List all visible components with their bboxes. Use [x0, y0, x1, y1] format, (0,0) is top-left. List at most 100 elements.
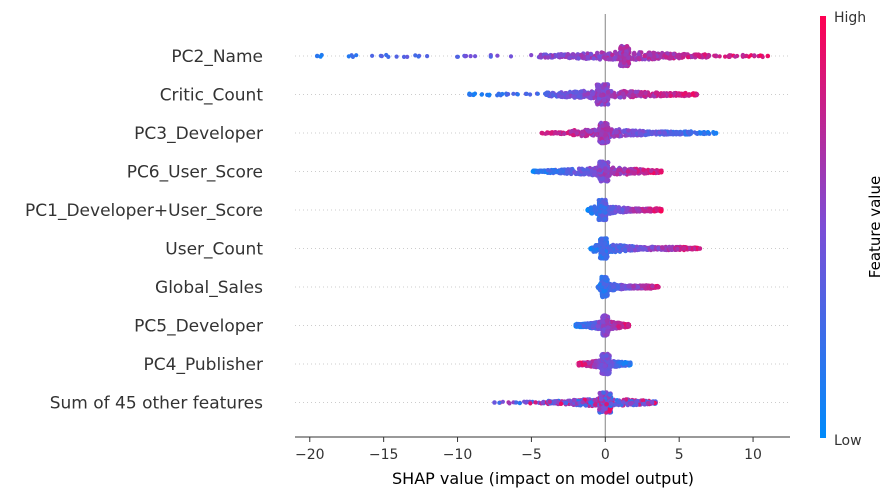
data-point	[629, 246, 633, 250]
data-point	[661, 93, 665, 97]
data-point	[386, 55, 390, 59]
data-point	[469, 54, 473, 58]
data-point	[606, 52, 610, 56]
data-point	[315, 54, 320, 59]
data-point	[758, 53, 762, 57]
data-point	[549, 132, 553, 136]
data-point	[656, 285, 661, 290]
data-point	[616, 168, 620, 172]
data-point	[600, 237, 605, 242]
data-point	[595, 324, 599, 328]
data-point	[659, 170, 663, 174]
data-point	[585, 171, 589, 175]
data-point	[675, 131, 679, 135]
data-point	[647, 93, 651, 97]
data-point	[602, 289, 607, 294]
data-point	[606, 90, 611, 95]
data-point	[613, 94, 617, 98]
data-point	[682, 246, 686, 250]
data-point	[354, 53, 358, 57]
data-point	[639, 90, 643, 94]
data-point	[598, 168, 603, 173]
data-point	[623, 52, 628, 57]
data-point	[566, 52, 570, 56]
data-point	[617, 245, 621, 249]
data-point	[473, 54, 477, 58]
data-point	[599, 132, 604, 137]
data-point	[650, 284, 654, 288]
data-point	[576, 171, 580, 175]
data-point	[467, 92, 472, 97]
data-point	[617, 209, 621, 213]
data-point	[572, 170, 576, 174]
data-point	[560, 95, 564, 99]
data-point	[592, 173, 596, 177]
data-point	[588, 96, 592, 100]
data-point	[611, 285, 615, 289]
data-point	[626, 169, 630, 173]
data-point	[642, 54, 646, 58]
data-point	[553, 131, 557, 135]
data-point	[603, 166, 608, 171]
data-point	[588, 130, 592, 134]
data-point	[733, 55, 737, 59]
data-point	[611, 243, 615, 247]
data-point	[558, 169, 562, 173]
data-point	[649, 169, 653, 173]
data-point	[480, 93, 484, 97]
data-point	[576, 56, 580, 60]
data-point	[681, 92, 685, 96]
data-point	[631, 129, 635, 133]
data-point	[617, 324, 621, 328]
data-point	[597, 161, 602, 166]
data-point	[662, 130, 666, 134]
data-point	[681, 52, 685, 56]
data-point	[601, 209, 606, 214]
data-point	[641, 168, 645, 172]
data-point	[497, 92, 501, 96]
data-point	[603, 254, 608, 259]
data-point	[628, 89, 632, 93]
data-point	[614, 51, 618, 55]
data-point	[648, 53, 652, 57]
data-point	[614, 364, 618, 368]
data-point	[591, 92, 595, 96]
data-point	[597, 88, 602, 93]
data-point	[593, 362, 597, 366]
data-point	[643, 286, 647, 290]
data-point	[626, 284, 630, 288]
data-point	[579, 89, 583, 93]
data-point	[425, 54, 429, 58]
data-point	[652, 55, 656, 59]
data-point	[668, 247, 672, 251]
data-point	[582, 324, 586, 328]
data-point	[525, 92, 529, 96]
data-point	[565, 95, 569, 99]
data-point	[545, 93, 549, 97]
data-point	[538, 55, 542, 59]
beeswarm-points	[315, 44, 770, 415]
data-point	[598, 204, 603, 209]
data-point	[631, 133, 635, 137]
data-point	[602, 55, 606, 59]
data-point	[395, 55, 399, 59]
data-point	[592, 204, 596, 208]
data-point	[546, 168, 550, 172]
data-point	[636, 208, 640, 212]
data-point	[571, 94, 575, 98]
data-point	[605, 127, 610, 132]
data-point	[675, 247, 679, 251]
data-point	[603, 241, 608, 246]
data-point	[623, 248, 627, 252]
data-point	[631, 284, 635, 288]
data-point	[615, 130, 619, 134]
data-point	[580, 130, 584, 134]
data-point	[487, 93, 491, 97]
data-point	[586, 91, 590, 95]
data-point	[600, 177, 605, 182]
data-point	[600, 294, 605, 299]
data-point	[583, 362, 587, 366]
data-point	[516, 92, 520, 96]
data-point	[672, 91, 676, 95]
data-point	[600, 319, 605, 324]
